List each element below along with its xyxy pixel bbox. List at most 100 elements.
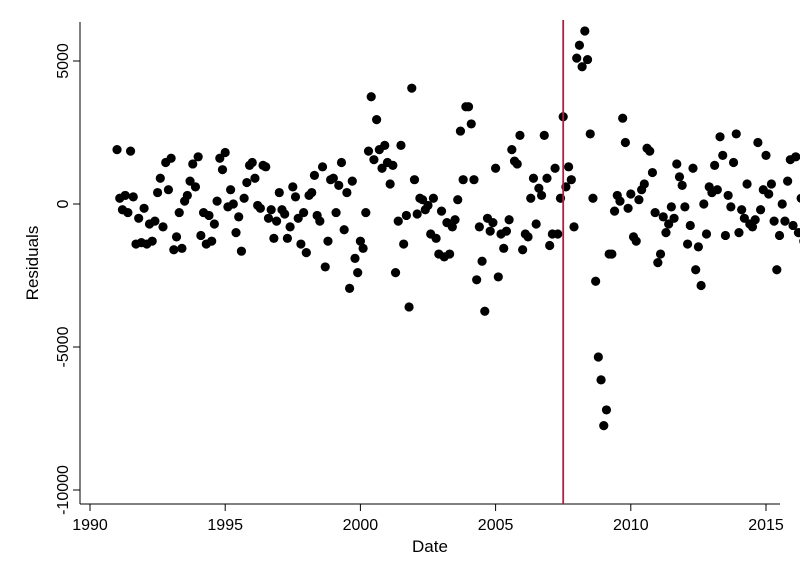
data-point	[650, 207, 660, 218]
data-point	[591, 276, 601, 286]
data-point	[653, 258, 663, 268]
data-point	[412, 209, 422, 219]
data-point	[377, 163, 387, 173]
data-point	[526, 193, 536, 203]
data-point	[196, 230, 206, 241]
data-point	[263, 213, 274, 223]
data-point	[553, 229, 563, 239]
x-tick-label: 1990	[72, 517, 108, 534]
data-point	[710, 160, 720, 170]
data-point	[701, 229, 712, 239]
data-point	[228, 199, 238, 209]
data-point	[569, 222, 579, 232]
data-point	[680, 202, 690, 212]
data-point	[518, 245, 528, 255]
data-point	[601, 405, 612, 415]
data-point	[445, 249, 455, 259]
data-point	[504, 215, 514, 225]
data-point	[528, 173, 539, 183]
data-point	[728, 157, 739, 168]
data-point	[699, 199, 709, 209]
data-point	[366, 92, 376, 102]
data-point	[128, 192, 138, 202]
data-point	[361, 207, 371, 218]
data-point	[385, 179, 395, 189]
data-point	[783, 176, 793, 186]
data-point	[726, 202, 736, 212]
data-point	[564, 162, 574, 172]
data-point	[390, 268, 401, 278]
data-point	[542, 173, 552, 183]
data-point	[718, 150, 728, 160]
data-point	[166, 153, 176, 163]
data-point	[634, 195, 644, 205]
data-point	[666, 202, 676, 212]
data-point	[723, 190, 733, 201]
data-point	[780, 216, 790, 226]
data-point	[499, 243, 509, 253]
data-point	[677, 180, 687, 191]
data-point	[188, 159, 198, 169]
data-point	[150, 216, 160, 226]
data-point	[147, 236, 157, 246]
data-point	[580, 26, 590, 36]
data-point	[672, 159, 682, 169]
data-point	[734, 228, 744, 238]
data-point	[772, 265, 782, 275]
data-point	[480, 306, 490, 316]
data-point	[655, 249, 666, 259]
data-point	[493, 272, 503, 282]
y-tick-label: 0	[55, 199, 72, 208]
data-point	[158, 222, 168, 232]
data-point	[255, 203, 265, 213]
data-point	[331, 207, 341, 218]
data-point	[620, 137, 630, 148]
data-point	[658, 212, 668, 222]
data-point	[545, 240, 555, 251]
data-point	[163, 185, 174, 195]
data-point	[169, 245, 179, 255]
y-axis-title: Residuals	[23, 226, 42, 301]
data-point	[177, 243, 187, 253]
data-point	[323, 236, 333, 246]
data-point	[309, 170, 320, 180]
data-point	[472, 275, 482, 285]
data-point	[796, 193, 800, 203]
data-point	[469, 175, 479, 185]
data-point	[588, 193, 598, 203]
data-point	[185, 176, 195, 186]
data-point	[585, 129, 595, 139]
data-point	[134, 213, 144, 223]
data-point	[171, 232, 182, 242]
axes: 1990 1995 2000 2005 2010 2015 -10000 -5000 0 5000	[55, 22, 784, 534]
data-point	[739, 213, 749, 223]
data-point	[474, 222, 484, 232]
data-point	[501, 226, 512, 236]
x-tick-label: 2000	[343, 517, 379, 534]
data-point	[774, 230, 785, 241]
data-point	[764, 189, 774, 199]
data-point	[693, 242, 704, 252]
data-point	[269, 233, 279, 243]
data-point	[301, 248, 311, 258]
data-points	[112, 26, 800, 431]
data-point	[404, 302, 414, 312]
data-point	[139, 203, 149, 213]
data-point	[688, 163, 698, 173]
data-point	[539, 130, 549, 140]
data-point	[577, 62, 587, 72]
x-axis-title: Date	[412, 537, 448, 556]
data-point	[685, 220, 695, 231]
data-point	[393, 216, 403, 226]
data-point	[534, 183, 544, 193]
data-point	[674, 172, 685, 182]
data-point	[217, 165, 228, 175]
data-point	[753, 137, 763, 148]
data-point	[271, 216, 282, 226]
data-point	[531, 219, 541, 229]
data-point	[266, 205, 276, 215]
data-point	[155, 173, 165, 183]
data-point	[593, 352, 603, 362]
data-point	[550, 163, 560, 173]
data-point	[453, 195, 463, 205]
